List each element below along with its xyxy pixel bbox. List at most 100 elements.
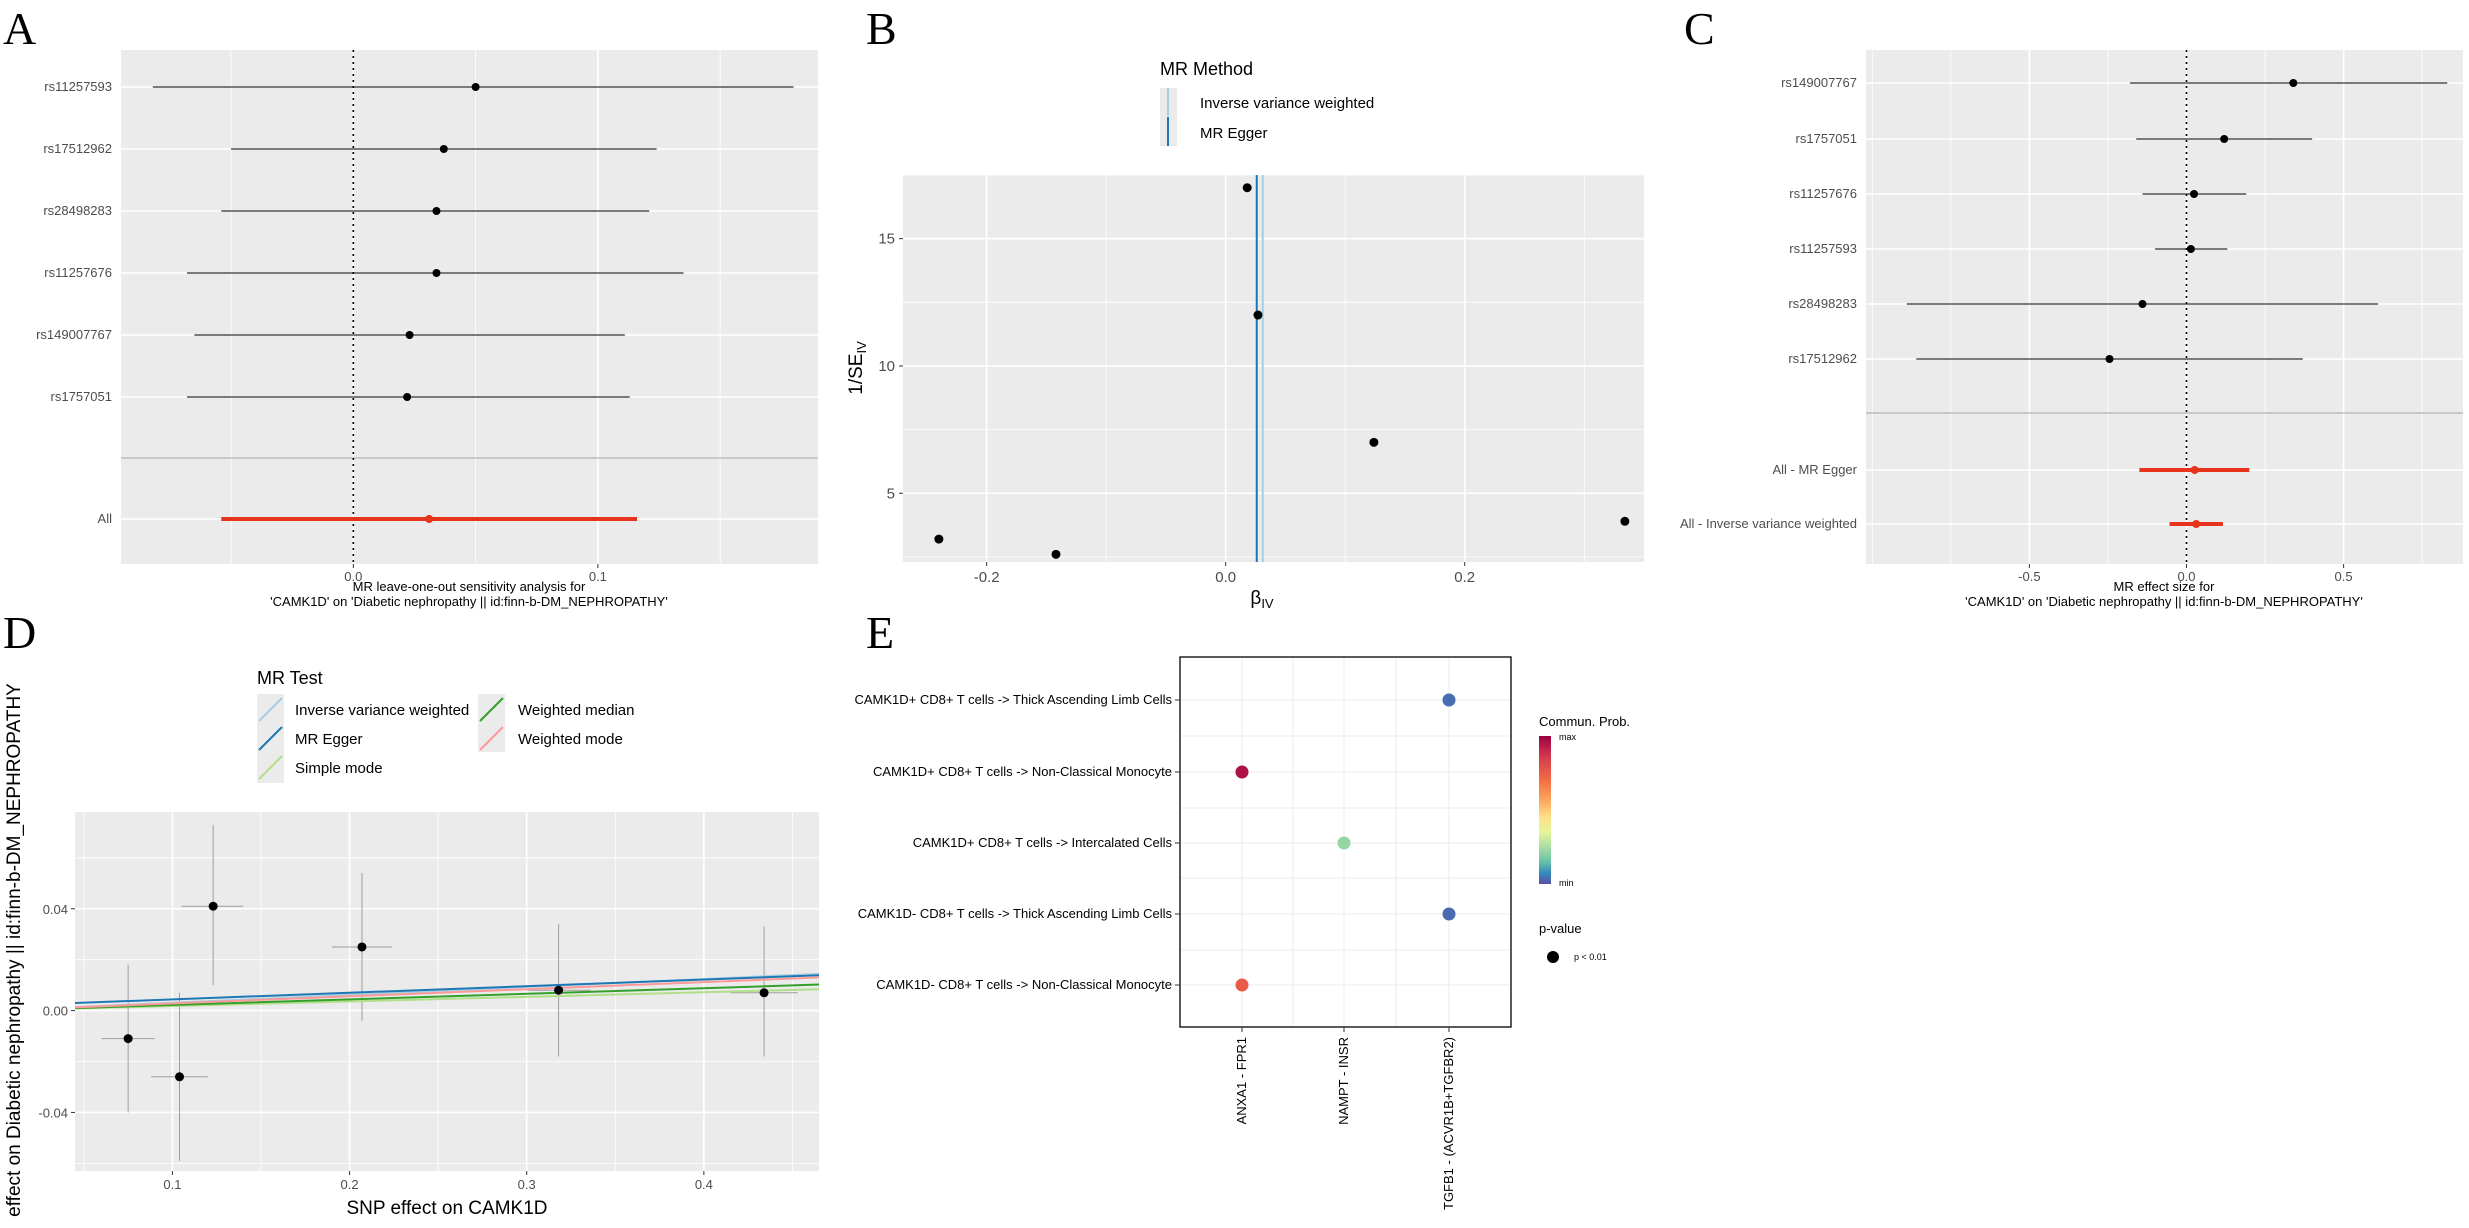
- column-label: TGFB1 - (ACVR1B+TGFBR2): [1441, 1037, 1456, 1210]
- row-label: CAMK1D+ CD8+ T cells -> Thick Ascending …: [854, 692, 1172, 707]
- estimate-point: [2186, 245, 2195, 253]
- panel-d-legend-keys-bg-2: [478, 694, 505, 752]
- y-tick-label: 10: [878, 358, 895, 375]
- panel-e-pvalue-label: p < 0.01: [1574, 952, 1607, 962]
- estimate-point: [2105, 355, 2114, 363]
- x-tick-label: 0.0: [1215, 569, 1236, 586]
- panel-e-pvalue-title: p-value: [1539, 921, 1582, 936]
- estimate-point: [432, 269, 441, 277]
- snp-point: [175, 1072, 185, 1082]
- panel-b-xlabel: βIV: [1250, 588, 1274, 611]
- x-tick-label: 0.2: [341, 1177, 359, 1192]
- snp-point: [759, 988, 769, 998]
- snp-point: [1051, 549, 1061, 559]
- panel-b-xlabel-main: β: [1250, 588, 1261, 609]
- panel-d-legend-weighted-mode: Weighted mode: [518, 731, 623, 748]
- summary-estimate-point: [2192, 520, 2201, 528]
- y-tick-label: 5: [887, 485, 895, 502]
- y-tick-label: rs11257676: [1789, 186, 1857, 201]
- x-tick-label: 0.0: [2177, 569, 2195, 584]
- estimate-point: [405, 331, 414, 339]
- estimate-point: [2289, 79, 2298, 87]
- panel-e-pvalue-key: [1547, 951, 1559, 963]
- snp-point: [1369, 437, 1379, 447]
- panel-b-legend-egger: MR Egger: [1200, 125, 1268, 142]
- snp-point: [208, 901, 218, 911]
- panel-letter-d: D: [3, 607, 36, 658]
- column-label: ANXA1 - FPR1: [1234, 1037, 1249, 1124]
- panel-d-legend-key-egger: [258, 726, 283, 751]
- y-tick-label: rs11257676: [44, 265, 112, 280]
- snp-point: [1620, 516, 1630, 526]
- panel-d-legend-ivw: Inverse variance weighted: [295, 702, 469, 719]
- column-label: NAMPT - INSR: [1336, 1037, 1351, 1125]
- panel-e-dotplot: CAMK1D+ CD8+ T cells -> Thick Ascending …: [854, 656, 1630, 1210]
- panel-letter-b: B: [866, 3, 897, 54]
- panel-b-ylabel: 1/SEIV: [846, 341, 869, 395]
- snp-point: [1253, 310, 1263, 320]
- y-tick-label: rs11257593: [44, 79, 112, 94]
- panel-d-legend-title: MR Test: [257, 668, 323, 688]
- estimate-point: [2220, 135, 2229, 143]
- y-tick-label: rs17512962: [1788, 351, 1857, 366]
- panel-b-ylabel-main: 1/SE: [846, 354, 867, 395]
- row-label: CAMK1D+ CD8+ T cells -> Non-Classical Mo…: [873, 764, 1172, 779]
- snp-point: [357, 942, 367, 952]
- panel-d-legend-key-simple-mode: [258, 755, 283, 780]
- communication-dot: [1442, 907, 1456, 921]
- x-tick-label: 0.2: [1454, 569, 1475, 586]
- panel-a-xlabel-line2: 'CAMK1D' on 'Diabetic nephropathy || id:…: [270, 594, 668, 609]
- x-tick-label: -0.5: [2018, 569, 2040, 584]
- panel-b-ylabel-sub: IV: [854, 341, 869, 354]
- panel-d-legend-egger: MR Egger: [295, 731, 363, 748]
- panel-e-colorbar-title: Commun. Prob.: [1539, 714, 1630, 729]
- summary-estimate-point: [425, 515, 434, 523]
- y-tick-label: rs28498283: [43, 203, 112, 218]
- panel-b-xlabel-sub: IV: [1261, 596, 1274, 611]
- snp-point: [554, 985, 564, 995]
- y-tick-label: rs1757051: [1796, 131, 1857, 146]
- estimate-point: [2190, 190, 2199, 198]
- panel-a-leave-one-out: 0.0 0.1 rs11257593 rs17512962 rs28498283 rs11…: [36, 50, 818, 609]
- panel-c-forest: -0.5 0.0 0.5 rs149007767 rs1757051 rs11257676…: [1680, 50, 2463, 609]
- estimate-point: [439, 145, 448, 153]
- row-label: CAMK1D- CD8+ T cells -> Non-Classical Mo…: [876, 977, 1172, 992]
- panel-d-legend-simple-mode: Simple mode: [295, 760, 383, 777]
- panel-d-ylabel: effect on Diabetic nephropathy || id:fin…: [4, 683, 25, 1217]
- panel-d-legend-key-weighted-median: [479, 697, 504, 722]
- x-tick-label: 0.5: [2335, 569, 2353, 584]
- y-tick-label: 0.04: [43, 902, 68, 917]
- snp-point: [934, 534, 944, 544]
- y-tick-label: 15: [878, 231, 895, 248]
- panel-d-legend-weighted-median: Weighted median: [518, 702, 634, 719]
- communication-dot: [1442, 693, 1456, 707]
- panel-letter-e: E: [866, 607, 894, 658]
- x-tick-label: 0.1: [589, 569, 607, 584]
- panel-d-xlabel: SNP effect on CAMK1D: [346, 1198, 547, 1219]
- snp-point: [1242, 183, 1252, 193]
- panel-letter-c: C: [1684, 3, 1715, 54]
- x-tick-label: 0.1: [163, 1177, 181, 1192]
- y-tick-label: -0.04: [38, 1105, 68, 1120]
- y-tick-label: rs11257593: [1789, 241, 1857, 256]
- y-tick-label-summary: All - Inverse variance weighted: [1680, 516, 1857, 531]
- panel-letter-a: A: [3, 3, 36, 54]
- communication-dot: [1337, 836, 1351, 850]
- y-tick-label-summary: All - MR Egger: [1772, 462, 1857, 477]
- communication-dot: [1235, 765, 1249, 779]
- panel-a-background: [121, 50, 818, 564]
- summary-estimate-point: [2190, 466, 2199, 474]
- y-tick-label: 0.00: [43, 1004, 68, 1019]
- y-tick-label: rs149007767: [1781, 75, 1857, 90]
- snp-point: [123, 1034, 133, 1044]
- regression-line: [74, 974, 820, 1005]
- regression-line: [74, 976, 820, 1009]
- panel-b-legend-title: MR Method: [1160, 59, 1253, 79]
- estimate-point: [2138, 300, 2147, 308]
- x-tick-label: -0.2: [974, 569, 1000, 586]
- panel-d-scatter: MR Test Inverse variance weighted MR Egg…: [4, 668, 820, 1219]
- estimate-point: [432, 207, 441, 215]
- estimate-point: [471, 83, 480, 91]
- panel-e-colorbar: [1539, 736, 1551, 884]
